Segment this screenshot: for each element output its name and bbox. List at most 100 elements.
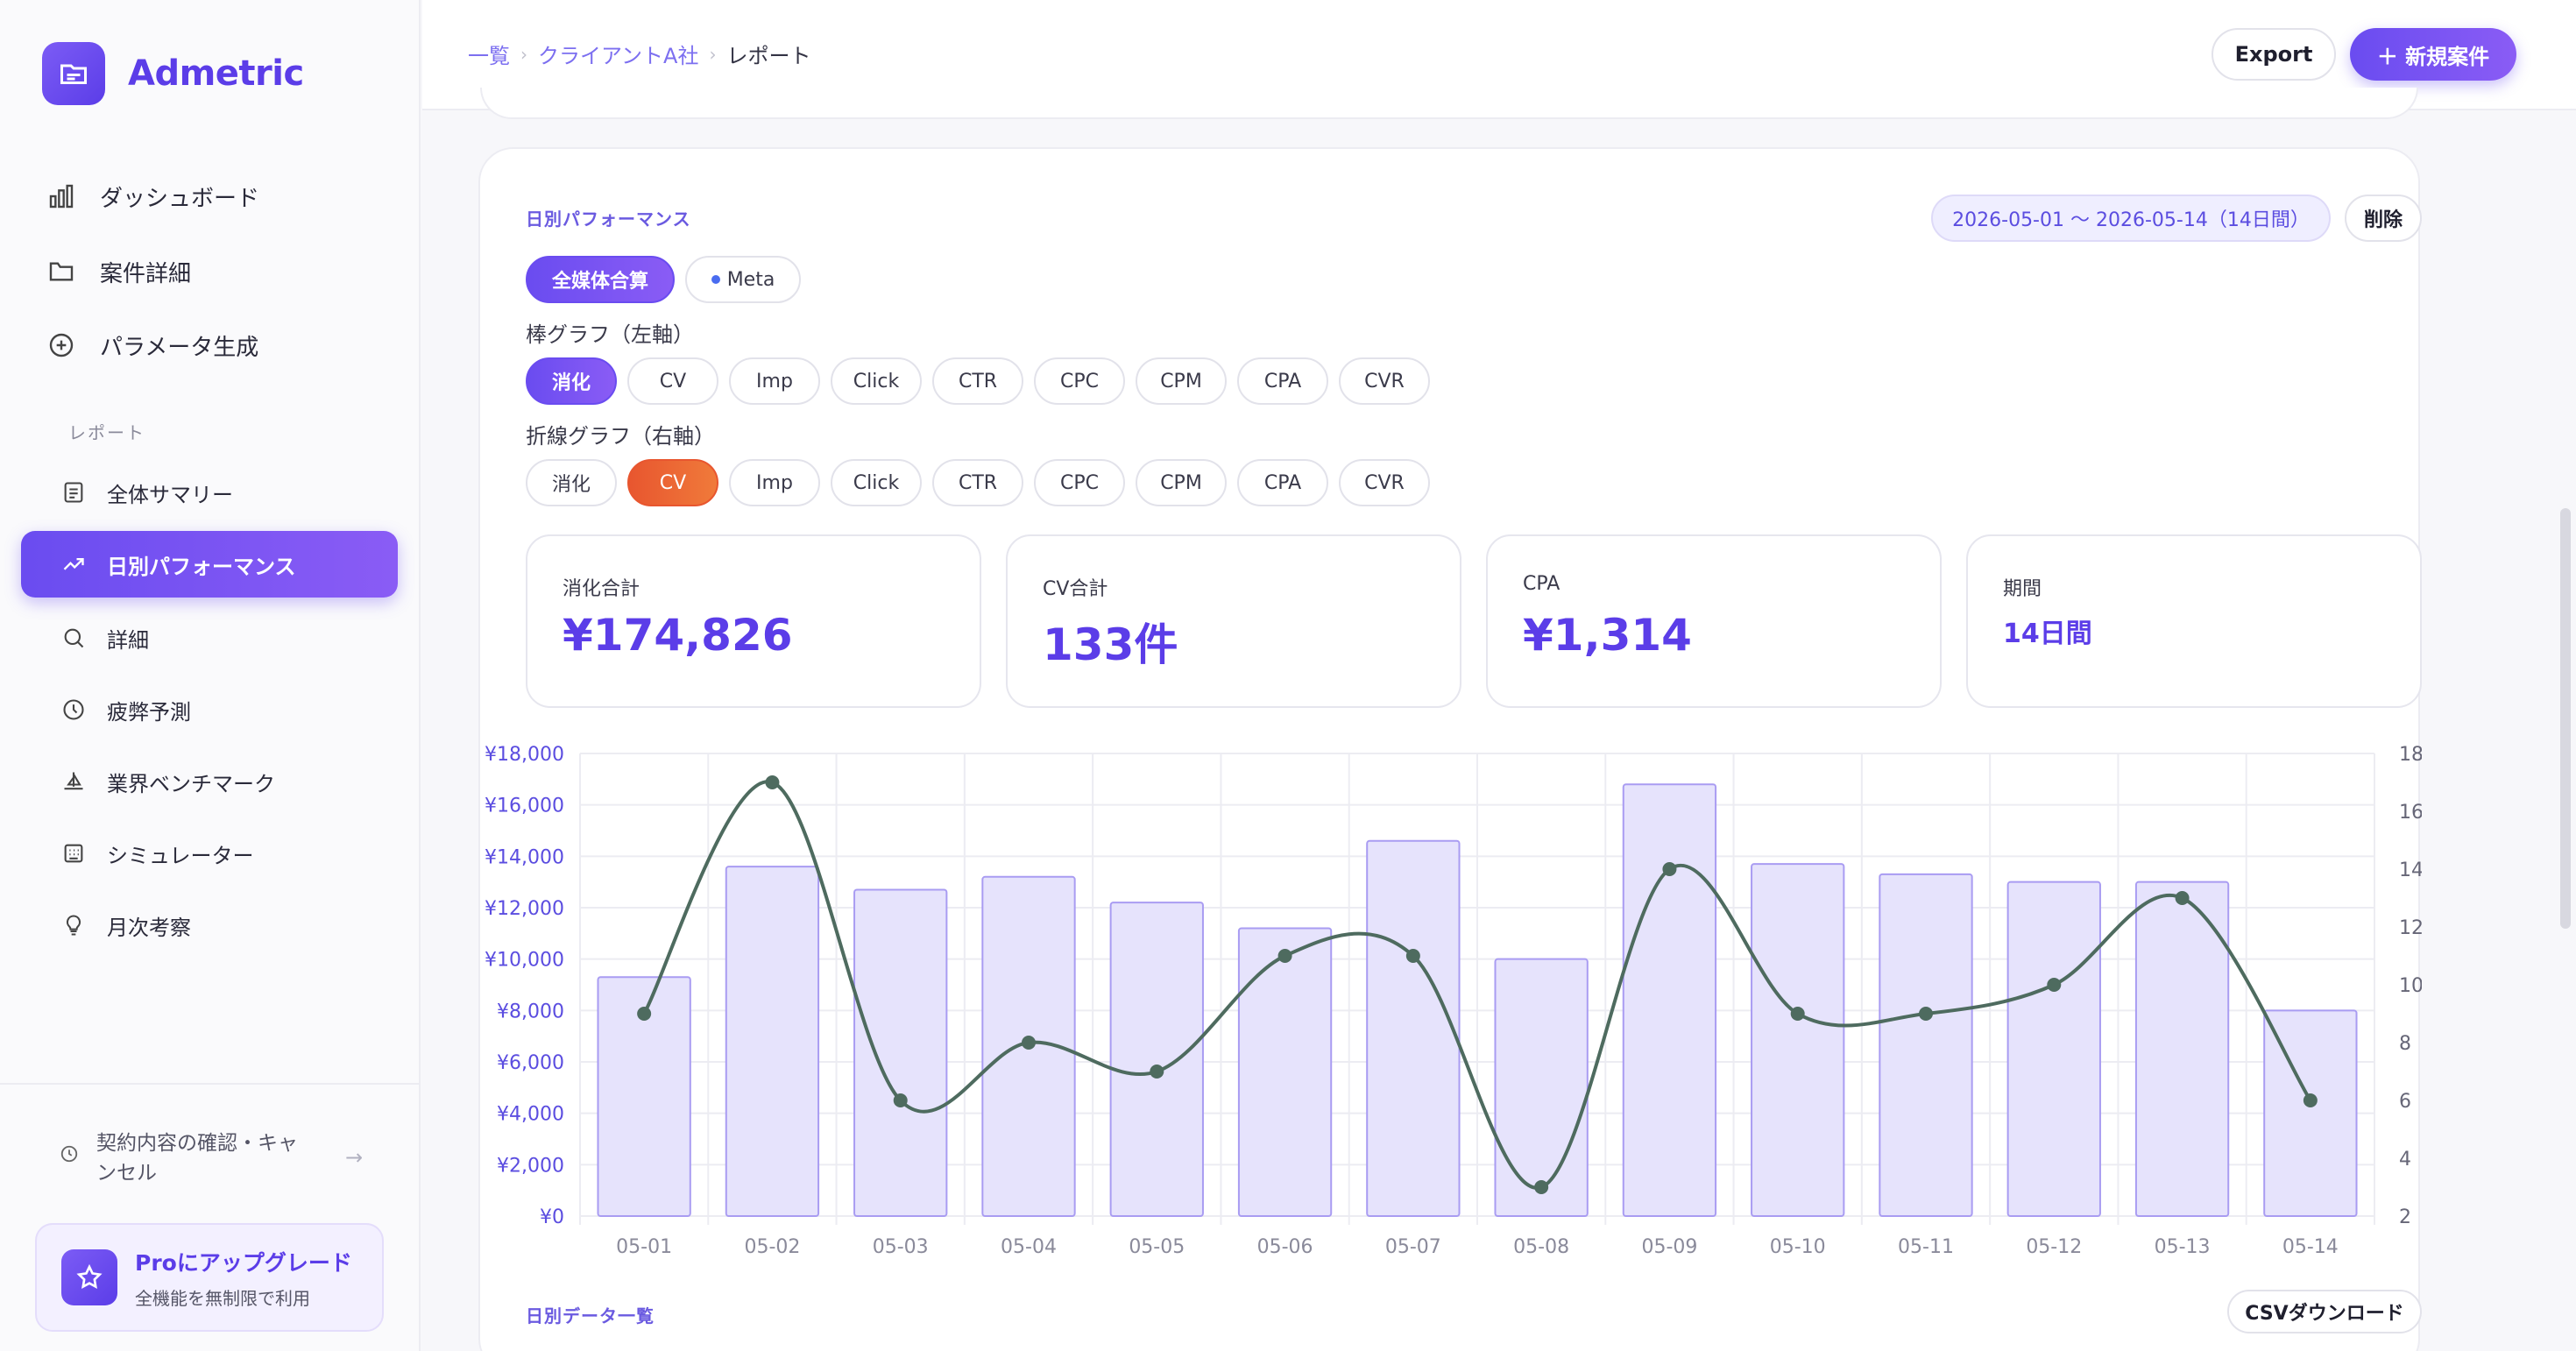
sidebar-item-project-detail[interactable]: 案件詳細 — [21, 238, 398, 305]
x-tick-label: 05-06 — [1257, 1236, 1313, 1258]
kpi-value: ¥1,314 — [1523, 610, 1692, 661]
bar — [2263, 1009, 2358, 1217]
x-tick-label: 05-01 — [616, 1236, 672, 1258]
bar — [1622, 783, 1717, 1217]
sidebar-item-daily-performance[interactable]: 日別パフォーマンス — [21, 531, 398, 598]
kpi-label: CPA — [1523, 573, 1560, 595]
y-left-tick-label: ¥16,000 — [485, 796, 564, 817]
x-tick-label: 05-11 — [1898, 1236, 1954, 1258]
chevron-right-icon: › — [520, 43, 527, 65]
kpi-cv-total: CV合計 133件 — [1006, 534, 1461, 708]
star-icon — [61, 1249, 117, 1305]
bar-metric-option[interactable]: CPM — [1136, 357, 1227, 405]
bar-metric-option[interactable]: CV — [627, 357, 718, 405]
line-metric-option[interactable]: CTR — [932, 459, 1023, 506]
sidebar-item-monthly[interactable]: 月次考察 — [21, 892, 398, 958]
cv-point — [1790, 1007, 1805, 1021]
cv-point — [765, 775, 780, 789]
line-metric-option[interactable]: Click — [831, 459, 922, 506]
cv-point — [2303, 1093, 2318, 1107]
bar — [2134, 881, 2230, 1218]
y-right-tick-label: 6 — [2399, 1091, 2411, 1113]
bar — [725, 866, 820, 1217]
trend-icon — [58, 548, 89, 580]
sidebar-item-label: 全体サマリー — [107, 482, 233, 507]
y-left-tick-label: ¥10,000 — [485, 950, 564, 972]
bar — [1879, 873, 1973, 1217]
daily-performance-chart: ¥0 ¥2,000 ¥4,000 ¥6,000 ¥8,000 ¥10,000 ¥12,000… — [485, 744, 2422, 1258]
tab-meta[interactable]: Meta — [685, 256, 801, 303]
date-range-picker[interactable]: 2026-05-01 〜 2026-05-14（14日間） — [1931, 195, 2331, 242]
sidebar-item-simulator[interactable]: シミュレーター — [21, 820, 398, 887]
previous-card-edge — [480, 88, 2418, 119]
line-axis-label: 折線グラフ（右軸） — [526, 424, 715, 449]
line-metric-option[interactable]: Imp — [729, 459, 820, 506]
contract-link[interactable]: 契約内容の確認・キャンセル → — [60, 1128, 375, 1188]
bar-metric-option[interactable]: CTR — [932, 357, 1023, 405]
tab-all-media[interactable]: 全媒体合算 — [526, 256, 675, 303]
cv-point — [1534, 1180, 1549, 1194]
x-tick-label: 05-04 — [1001, 1236, 1057, 1258]
sidebar-item-fatigue[interactable]: 疲弊予測 — [21, 676, 398, 743]
line-metric-option[interactable]: CPA — [1237, 459, 1328, 506]
y-left-tick-label: ¥14,000 — [485, 846, 564, 868]
csv-download-button[interactable]: CSVダウンロード — [2227, 1290, 2422, 1333]
breadcrumb-list[interactable]: 一覧 — [468, 44, 510, 68]
x-tick-label: 05-03 — [873, 1236, 929, 1258]
cv-point — [2175, 891, 2190, 905]
clock-icon — [58, 694, 89, 725]
breadcrumb-client[interactable]: クライアントA社 — [538, 44, 699, 68]
y-right-tick-label: 16 — [2399, 802, 2422, 824]
new-project-button[interactable]: ＋ 新規案件 — [2350, 28, 2516, 81]
bar-metric-option[interactable]: CPA — [1237, 357, 1328, 405]
y-right-tick-label: 8 — [2399, 1033, 2411, 1055]
cv-point — [1022, 1036, 1036, 1050]
sidebar-item-benchmark[interactable]: 業界ベンチマーク — [21, 748, 398, 815]
y-right-tick-label: 12 — [2399, 917, 2422, 939]
bar-metric-option[interactable]: Imp — [729, 357, 820, 405]
line-metric-option[interactable]: CV — [627, 459, 718, 506]
line-metric-option[interactable]: 消化 — [526, 459, 617, 506]
x-tick-label: 05-14 — [2282, 1236, 2339, 1258]
y-right-tick-label: 14 — [2399, 859, 2422, 881]
breadcrumb: 一覧 › クライアントA社 › レポート — [468, 39, 810, 69]
sidebar-item-parameter[interactable]: パラメータ生成 — [21, 312, 398, 378]
cv-point — [1662, 862, 1677, 876]
scrollbar[interactable] — [2560, 508, 2571, 929]
bar-metric-option[interactable]: 消化 — [526, 357, 617, 405]
sidebar-item-label: シミュレーター — [107, 843, 254, 868]
app-logo[interactable]: Admetric — [42, 42, 304, 105]
bar-metric-option[interactable]: CVR — [1339, 357, 1430, 405]
plus-circle-icon — [46, 329, 77, 361]
x-tick-label: 05-12 — [2026, 1236, 2082, 1258]
bar-metric-option[interactable]: CPC — [1034, 357, 1125, 405]
bar — [2006, 881, 2101, 1218]
tab-label: 全媒体合算 — [551, 271, 648, 293]
export-button[interactable]: Export — [2212, 28, 2336, 81]
kpi-label: 期間 — [2003, 578, 2042, 600]
sidebar-item-label: パラメータ生成 — [100, 334, 259, 361]
y-left-tick-label: ¥0 — [540, 1206, 564, 1228]
logo-icon — [42, 42, 105, 105]
bar-metric-option[interactable]: Click — [831, 357, 922, 405]
y-right-tick-label: 4 — [2399, 1149, 2411, 1171]
search-icon — [58, 622, 89, 654]
cv-point — [1150, 1065, 1164, 1079]
line-metric-option[interactable]: CPC — [1034, 459, 1125, 506]
upgrade-card[interactable]: Proにアップグレード 全機能を無制限で利用 — [35, 1223, 384, 1332]
line-metric-option[interactable]: CVR — [1339, 459, 1430, 506]
sidebar-item-summary[interactable]: 全体サマリー — [21, 459, 398, 526]
delete-button[interactable]: 削除 — [2345, 195, 2422, 242]
meta-dot-icon — [711, 275, 720, 284]
cv-point — [1277, 949, 1292, 963]
cv-point — [1405, 949, 1420, 963]
line-metric-selector: 消化 CV Imp Click CTR CPC CPM CPA CVR — [526, 459, 1440, 506]
sidebar-item-dashboard[interactable]: ダッシュボード — [21, 163, 398, 230]
line-metric-option[interactable]: CPM — [1136, 459, 1227, 506]
bar-metric-selector: 消化 CV Imp Click CTR CPC CPM CPA CVR — [526, 357, 1440, 405]
y-left-tick-label: ¥12,000 — [485, 898, 564, 920]
arrow-right-icon: → — [345, 1145, 364, 1170]
sidebar-item-detail[interactable]: 詳細 — [21, 605, 398, 671]
kpi-spend-total: 消化合計 ¥174,826 — [526, 534, 981, 708]
sidebar-item-label: 業界ベンチマーク — [107, 771, 275, 796]
